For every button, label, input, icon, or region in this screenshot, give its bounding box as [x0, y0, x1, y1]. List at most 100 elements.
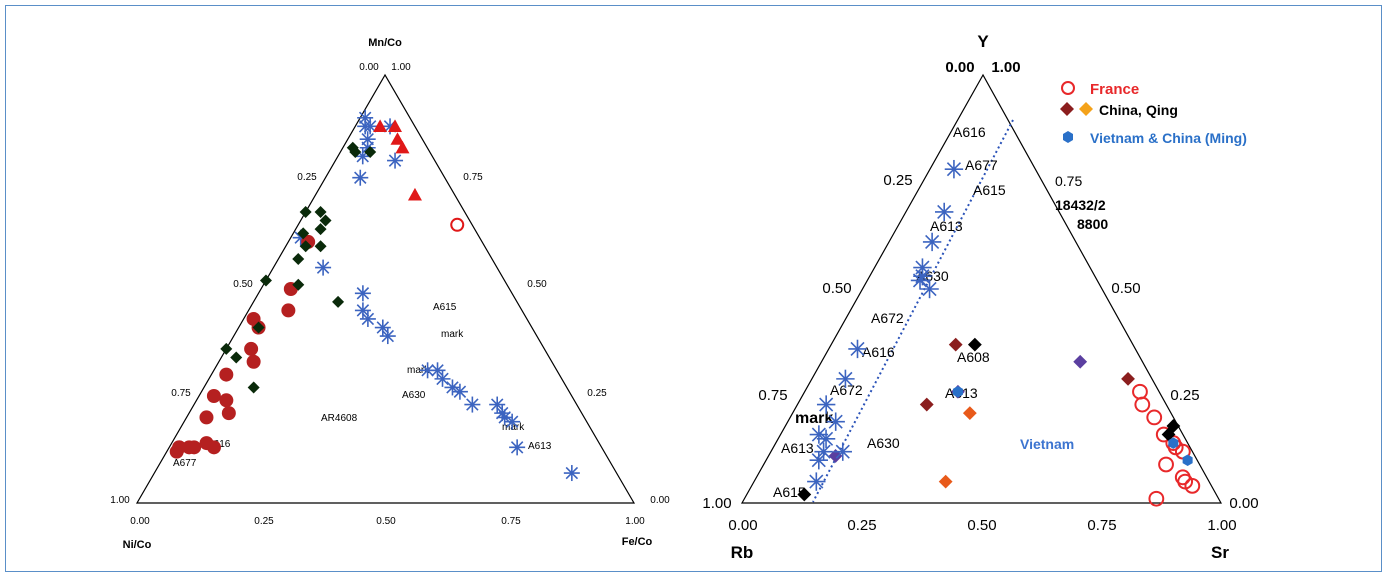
data-point-diamond — [962, 406, 977, 421]
apex-label-left: Rb — [731, 543, 754, 562]
data-point-circle — [244, 341, 259, 356]
data-point-open-circle — [1174, 469, 1191, 486]
data-point-asterisk — [354, 302, 371, 319]
data-point-asterisk — [833, 442, 852, 461]
annotation: mark — [795, 410, 833, 427]
annotation: A630 — [867, 435, 900, 451]
annotation: A615 — [973, 182, 1006, 198]
legend-marker-diamond — [1079, 102, 1093, 116]
tick-label: 0.00 — [1229, 495, 1258, 512]
data-point-diamond — [220, 342, 233, 355]
tick-label: 0.50 — [822, 280, 851, 297]
tick-label: 1.00 — [1207, 517, 1236, 534]
data-point-open-circle — [1132, 383, 1148, 400]
data-point-circle — [219, 367, 234, 382]
data-point-diamond — [364, 146, 377, 159]
data-point-asterisk — [913, 258, 932, 277]
data-point-asterisk — [494, 405, 511, 422]
legend-marker-open-circle — [1061, 81, 1075, 95]
chart2-points — [797, 159, 1201, 507]
annotation: mark — [407, 365, 430, 376]
data-point-diamond — [919, 397, 934, 412]
legend-label: China, — [1099, 102, 1142, 118]
tick-label: 1.00 — [702, 495, 731, 512]
data-point-asterisk — [357, 109, 374, 126]
tick-label: 0.50 — [233, 279, 253, 290]
data-point-open-circle — [1148, 490, 1165, 507]
tick-label: 0.50 — [527, 279, 547, 290]
data-point-circle — [246, 311, 261, 326]
ternary-triangle-2 — [740, 73, 1223, 504]
data-point-asterisk — [848, 339, 867, 359]
tick-label: 0.00 — [359, 62, 379, 73]
data-point-diamond — [948, 337, 963, 352]
chart1-points — [169, 109, 580, 482]
annotation: A608 — [957, 349, 990, 365]
annotation: Vietnam — [1020, 436, 1074, 452]
data-point-diamond — [292, 253, 305, 266]
data-point-diamond — [332, 295, 345, 308]
data-point-diamond — [314, 223, 327, 236]
apex-label-right: Sr — [1211, 543, 1229, 562]
data-point-triangle — [390, 132, 405, 145]
data-point-diamond — [252, 321, 265, 334]
data-point-asterisk — [387, 152, 404, 169]
tick-label: 0.75 — [501, 516, 521, 527]
tick-label: 0.00 — [945, 59, 974, 76]
data-point-circle — [206, 440, 221, 455]
data-point-asterisk — [509, 439, 526, 456]
data-point-diamond — [259, 274, 272, 287]
apex-label-left: Ni/Co — [123, 539, 152, 551]
data-point-asterisk — [807, 472, 826, 491]
data-point-open-circle — [1158, 456, 1174, 473]
data-point-asterisk — [826, 412, 845, 431]
data-point-diamond — [292, 278, 305, 291]
data-point-diamond — [1121, 371, 1135, 386]
data-point-asterisk — [944, 159, 964, 179]
data-point-diamond — [319, 214, 332, 227]
annotation: A672 — [830, 382, 863, 398]
data-point-asterisk — [359, 310, 376, 327]
tick-label: 0.25 — [297, 172, 317, 183]
tick-label: 0.00 — [130, 516, 150, 527]
data-point-asterisk — [935, 202, 954, 222]
data-point-asterisk — [464, 396, 481, 413]
legend-label: Vietnam & China (Ming) — [1090, 130, 1247, 146]
data-point-asterisk — [816, 395, 836, 414]
annotation: A630 — [402, 390, 426, 401]
data-point-diamond — [299, 240, 312, 253]
data-point-circle — [182, 440, 197, 455]
figure-frame — [5, 5, 1382, 572]
tick-label: 0.50 — [967, 517, 996, 534]
legend-marker-hex — [1063, 131, 1073, 143]
annotation: AR4608 — [321, 413, 358, 424]
data-point-diamond — [346, 141, 359, 154]
tick-label: 0.25 — [847, 517, 876, 534]
tick-label: 1.00 — [991, 59, 1020, 76]
tick-label: 0.75 — [463, 172, 483, 183]
annotation: A672 — [871, 310, 904, 326]
data-point-asterisk — [379, 328, 396, 345]
data-point-open-circle — [1146, 409, 1163, 426]
tick-label: 0.00 — [728, 517, 757, 534]
tick-label: 1.00 — [391, 62, 411, 73]
annotation: 18432/2 — [1055, 197, 1106, 213]
data-point-triangle — [373, 119, 388, 132]
tick-label: 0.75 — [758, 387, 787, 404]
data-point-triangle — [395, 140, 410, 154]
data-point-asterisk — [836, 369, 855, 389]
data-point-diamond — [938, 474, 953, 489]
data-point-circle — [281, 303, 296, 318]
data-point-asterisk — [352, 169, 369, 186]
data-point-diamond — [1073, 354, 1088, 369]
tick-label: 1.00 — [625, 516, 645, 527]
data-point-asterisk — [359, 131, 376, 148]
data-point-diamond — [967, 337, 982, 352]
annotation: A616 — [953, 124, 986, 140]
data-point-triangle — [388, 119, 402, 132]
tick-label: 0.25 — [1170, 387, 1199, 404]
legend-marker-diamond — [1060, 102, 1074, 116]
data-point-diamond — [828, 449, 843, 463]
tick-label: 0.25 — [587, 388, 607, 399]
